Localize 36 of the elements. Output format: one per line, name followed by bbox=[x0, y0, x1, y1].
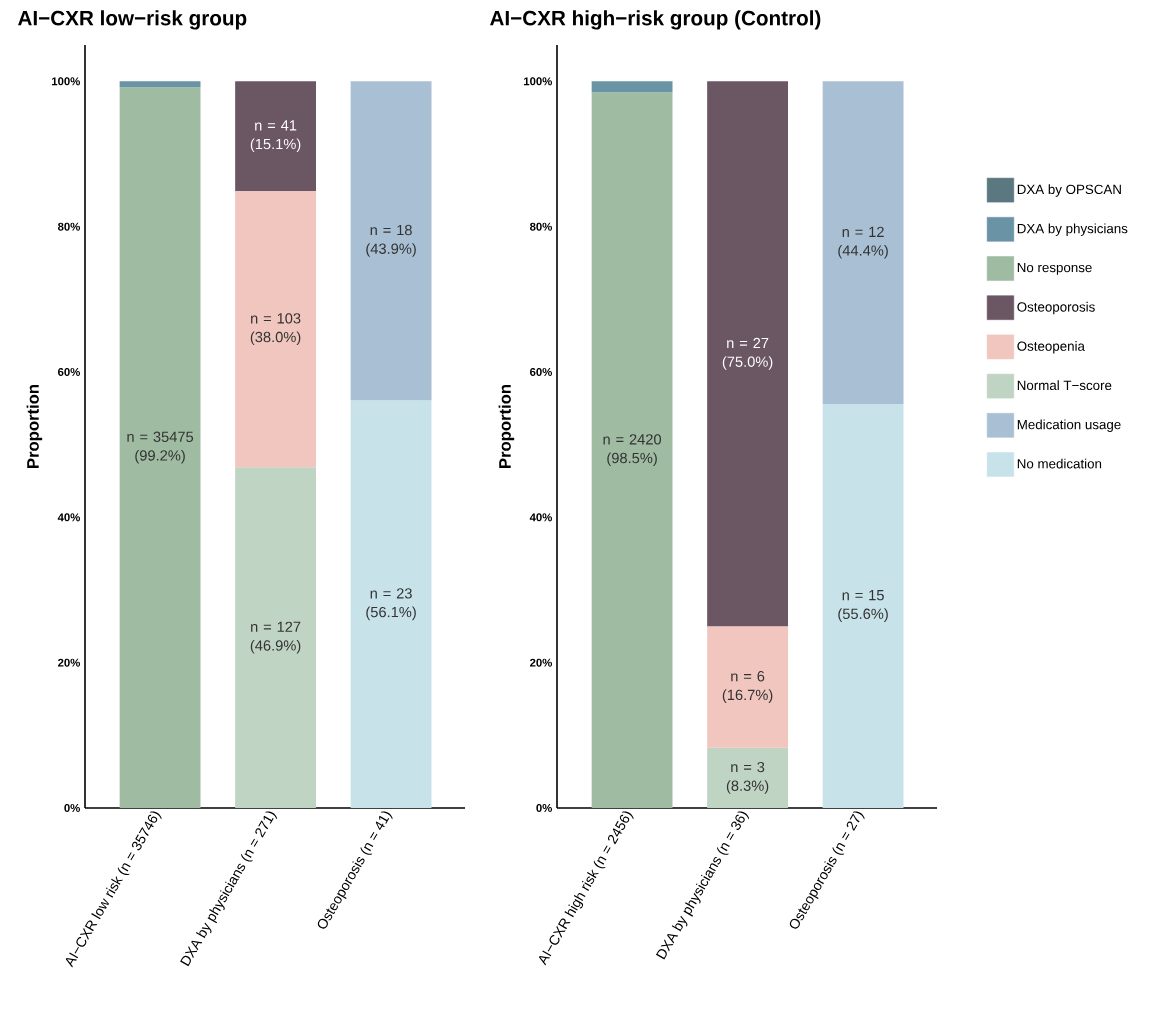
legend-label: DXA by physicians bbox=[1017, 223, 1128, 236]
y-tick-label: 100% bbox=[524, 77, 552, 86]
y-tick-label: 20% bbox=[530, 658, 552, 667]
legend-label: Osteopenia bbox=[1017, 341, 1085, 354]
y-tick-label: 20% bbox=[58, 658, 80, 667]
data-label: n = 12 (44.4%) bbox=[838, 226, 888, 259]
y-tick-label: 80% bbox=[57, 222, 80, 231]
y-tick-label: 60% bbox=[530, 367, 552, 376]
y-tick-label: 0% bbox=[64, 804, 80, 812]
y-tick-label: 40% bbox=[529, 513, 552, 522]
y-tick-label: 40% bbox=[57, 513, 80, 522]
legend-label: No response bbox=[1017, 262, 1092, 275]
data-label: n = 23 (56.1%) bbox=[366, 588, 416, 621]
data-label: n = 18 (43.9%) bbox=[366, 224, 416, 257]
y-axis-title: Proportion bbox=[26, 384, 43, 468]
data-label: n = 41 (15.1%) bbox=[250, 120, 301, 153]
data-label: n = 6 (16.7%) bbox=[722, 671, 773, 703]
legend-label: DXA by OPSCAN bbox=[1017, 184, 1121, 197]
legend-label: Medication usage bbox=[1017, 419, 1121, 432]
y-tick-label: 100% bbox=[52, 77, 80, 86]
y-tick-label: 80% bbox=[529, 222, 552, 231]
chart-title: AI−CXR high−risk group (Control) bbox=[490, 10, 821, 30]
data-label: n = 27 (75.0%) bbox=[722, 337, 773, 370]
data-label: n = 15 (55.6%) bbox=[838, 590, 888, 622]
data-label: n = 127 (46.9%) bbox=[250, 621, 301, 654]
legend-label: No medication bbox=[1017, 458, 1102, 469]
y-tick-label: 0% bbox=[536, 804, 552, 813]
data-label: n = 3 (8.3%) bbox=[726, 761, 769, 794]
y-axis-title: Proportion bbox=[498, 384, 515, 468]
data-label: n = 103 (38.0%) bbox=[250, 313, 301, 346]
y-tick-label: 60% bbox=[58, 367, 80, 376]
data-label: n = 2420 (98.5%) bbox=[603, 434, 662, 467]
chart-title: AI−CXR low−risk group bbox=[18, 10, 247, 30]
legend-label: Normal T−score bbox=[1017, 380, 1112, 391]
data-label: n = 35475 (99.2%) bbox=[127, 431, 194, 464]
legend-label: Osteoporosis bbox=[1017, 301, 1095, 315]
